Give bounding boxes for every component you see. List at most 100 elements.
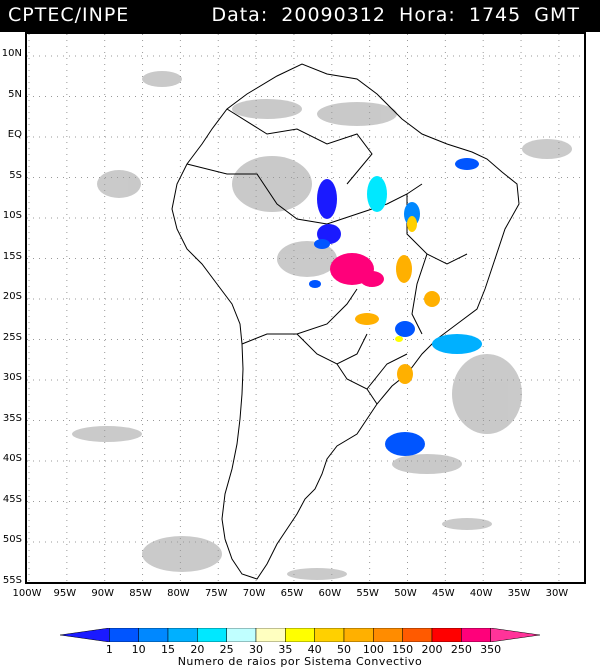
lat-label: 20S [2,291,22,302]
lon-label: 90W [91,588,114,599]
lon-label: 40W [469,588,493,599]
colorbar [60,628,540,642]
lightning-system [455,158,479,170]
map-canvas [27,34,584,582]
lat-label: 5N [8,88,22,100]
lat-label: 35S [2,412,22,424]
colorbar-swatch [60,628,110,642]
lat-label: 15S [2,250,22,262]
satellite-cloud-layer [72,71,572,580]
lat-label: 10N [1,48,22,59]
colorbar-swatch [402,628,433,642]
colorbar-swatch [373,628,403,642]
colorbar-title: Numero de raios por Sistema Convectivo [177,655,423,668]
border-line [336,363,378,405]
colorbar-tick-label: 250 [450,643,472,656]
convective-systems [309,158,482,456]
colorbar-swatch [255,628,286,642]
colorbar-tick-label: 1 [105,643,113,656]
lightning-system [395,336,403,342]
lightning-system [360,271,384,287]
lat-label: 50S [2,534,22,545]
cloud-patch [277,241,337,277]
colorbar-swatch [431,628,462,642]
border-line [296,333,368,365]
cloud-patch [232,99,302,119]
lon-label: 85W [129,588,152,599]
colorbar-swatch [285,628,315,642]
lon-label: 95W [53,588,77,599]
source-label: CPTEC/INPE [8,4,130,26]
lon-label: 30W [545,588,569,599]
lon-label: 50W [394,588,417,599]
colorbar-tick-label: 100 [362,643,384,656]
colorbar-swatch [490,628,540,642]
lightning-system [424,291,440,307]
cloud-patch [142,71,182,87]
timestamp: Data: 20090312 Hora: 1745 GMT [211,4,580,26]
border-line [366,353,408,390]
lon-label: 70W [242,588,266,599]
cloud-patch [522,139,572,159]
border-line [326,183,423,225]
border-line [186,163,328,225]
lon-label: 80W [167,588,190,599]
colorbar-swatch [167,628,198,642]
header-bar: CPTEC/INPE Data: 20090312 Hora: 1745 GMT [0,0,600,32]
lightning-system [309,280,321,288]
lightning-system [317,224,341,244]
lat-label: 25S [2,331,22,343]
map-frame [25,32,586,584]
lightning-system [396,255,412,283]
colorbar-tick-label: 350 [480,643,502,656]
cloud-patch [287,568,347,580]
colorbar-swatch [343,628,374,642]
cloud-patch [232,156,312,212]
cloud-patch [142,536,222,572]
lon-label: 55W [356,588,379,599]
hour-label: Hora: [399,4,456,26]
lightning-system [355,313,379,325]
lon-label: 35W [507,588,531,599]
colorbar-tick-label: 25 [219,643,234,656]
colorbar-swatch [109,628,139,642]
lat-label: 30S [2,372,22,383]
colorbar-tick-label: 30 [249,643,263,656]
lat-label: 55S [2,574,22,586]
colorbar-tick-label: 35 [278,643,293,656]
colorbar-tick-label: 15 [161,643,175,656]
hour-value: 1745 GMT [468,4,580,26]
colorbar-swatch [138,628,169,642]
lat-label: 10S [2,210,22,221]
lightning-system [367,176,387,212]
colorbar-tick-label: 10 [131,643,146,656]
lightning-system [407,216,417,232]
colorbar-swatch [197,628,227,642]
colorbar-tick-label: 40 [307,643,322,656]
lon-label: 100W [12,588,42,599]
lightning-system [317,179,337,219]
date-label: Data: [211,4,269,26]
border-line [241,288,358,345]
country-borders [171,63,520,580]
lat-label: 45S [2,493,22,505]
south-america-coastline [171,63,520,580]
colorbar-tick-label: 50 [337,643,351,656]
lon-label: 60W [318,588,342,599]
lightning-system [397,364,413,384]
lon-label: 65W [280,588,304,599]
cloud-patch [72,426,142,442]
cloud-patch [317,102,397,126]
border-line [226,108,373,185]
lon-label: 45W [432,588,455,599]
cloud-patch [452,354,522,434]
lightning-system [395,321,415,337]
colorbar-swatch [226,628,257,642]
lightning-system [432,334,482,354]
cloud-patch [97,170,141,198]
lat-label: 5S [9,169,22,181]
colorbar-tick-label: 20 [190,643,205,656]
cloud-patch [392,454,462,474]
lat-label: 40S [2,453,22,464]
cloud-patch [442,518,492,530]
